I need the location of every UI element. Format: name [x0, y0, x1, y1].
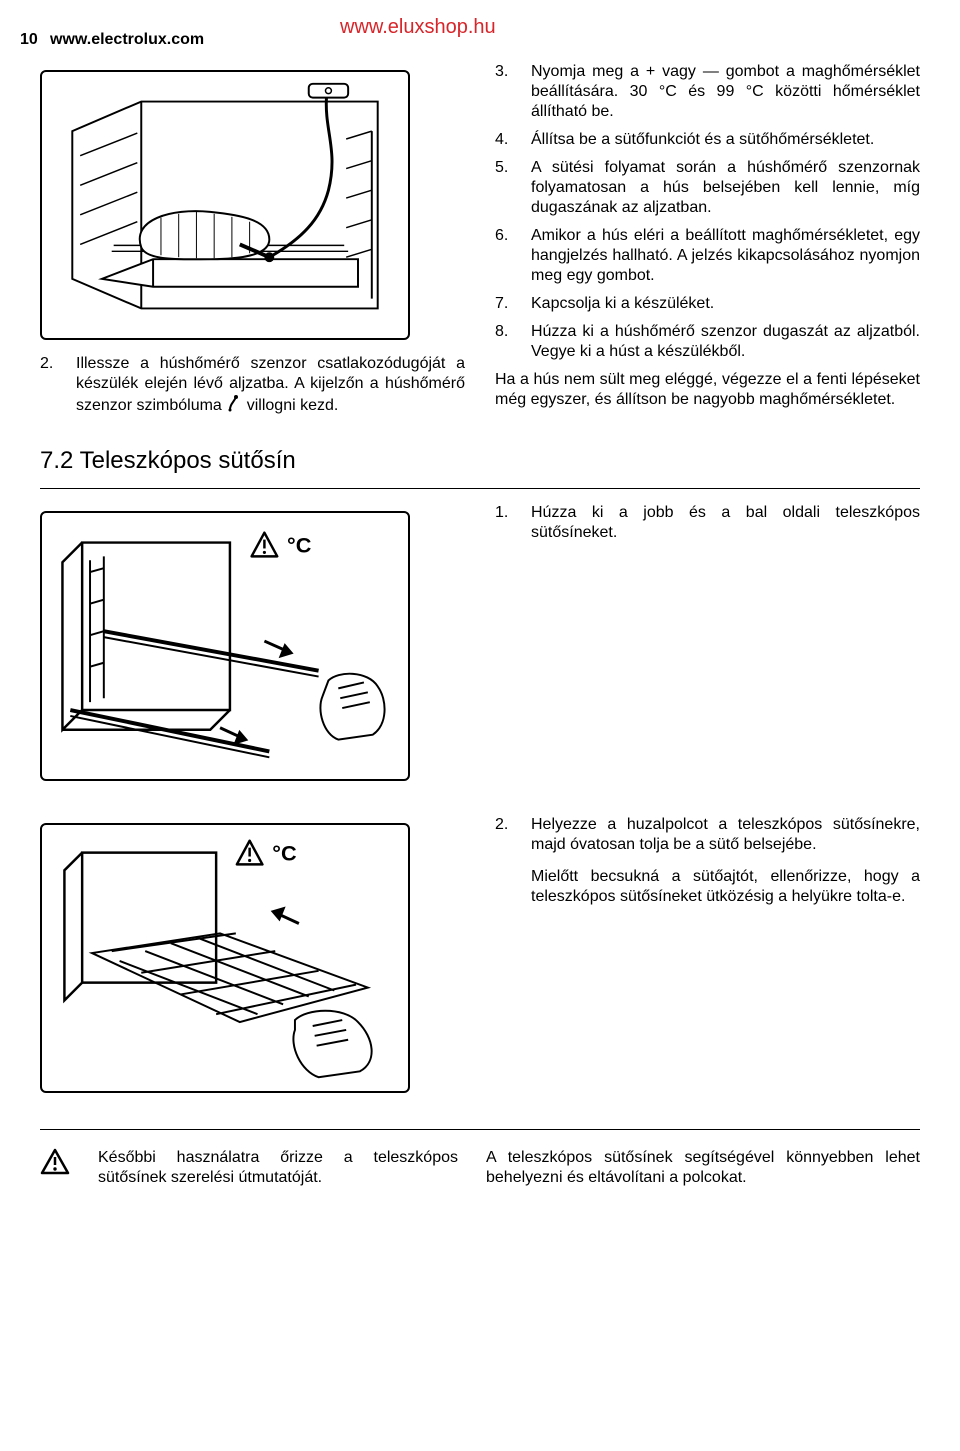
after-steps-note: Ha a hús nem sült meg eléggé, végezze el…: [495, 370, 920, 410]
step-4: 4. Állítsa be a sütőfunkciót és a sütőhő…: [495, 130, 920, 150]
step-num: 4.: [495, 130, 517, 150]
step-2: 2. Illessze a húshőmérő szenzor csatlako…: [40, 354, 465, 418]
tele-left-col: °C: [40, 503, 465, 795]
tele-right-col-2: 2. Helyezze a huzalpolcot a teleszkópos …: [495, 815, 920, 1107]
step-2-text: Illessze a húshőmérő szenzor csatlakozód…: [76, 354, 465, 418]
step-2-text-b: villogni kezd.: [247, 397, 339, 414]
eluxshop-link[interactable]: www.eluxshop.hu: [340, 15, 496, 40]
step-2-number: 2.: [40, 354, 62, 418]
step-num: 1.: [495, 503, 517, 543]
tele-left-col-2: °C: [40, 815, 465, 1107]
step-7: 7. Kapcsolja ki a készüléket.: [495, 294, 920, 314]
bottom-note-row: Későbbi használatra őrizze a teleszkópos…: [40, 1148, 920, 1188]
bottom-rule: [40, 1129, 920, 1130]
tele-step-2-text-b: Mielőtt becsukná a sütőajtót, ellenőrizz…: [531, 867, 920, 907]
step-text: Helyezze a huzalpolcot a teleszkópos süt…: [531, 815, 920, 907]
step-8: 8. Húzza ki a húshőmérő szenzor dugaszát…: [495, 322, 920, 362]
tele-step-2-text-a: Helyezze a huzalpolcot a teleszkópos süt…: [531, 815, 920, 855]
step-num: 7.: [495, 294, 517, 314]
tele-step-2: 2. Helyezze a huzalpolcot a teleszkópos …: [495, 815, 920, 907]
step-3: 3. Nyomja meg a + vagy — gombot a maghőm…: [495, 62, 920, 122]
step-num: 8.: [495, 322, 517, 362]
step-text: Húzza ki a húshőmérő szenzor dugaszát az…: [531, 322, 920, 362]
left-column: 2. Illessze a húshőmérő szenzor csatlako…: [40, 62, 465, 426]
step-text: Húzza ki a jobb és a bal oldali teleszkó…: [531, 503, 920, 543]
tele-step-1: 1. Húzza ki a jobb és a bal oldali teles…: [495, 503, 920, 543]
step-num: 2.: [495, 815, 517, 907]
svg-text:°C: °C: [287, 532, 312, 557]
step-num: 5.: [495, 158, 517, 218]
step-text: Amikor a hús eléri a beállított maghőmér…: [531, 226, 920, 286]
figure-telescopic-pushin: °C: [40, 823, 410, 1093]
figure-oven-meat-probe: [40, 70, 410, 340]
bottom-note-left: Későbbi használatra őrizze a teleszkópos…: [98, 1148, 458, 1188]
bottom-note-right: A teleszkópos sütősínek segítségével kön…: [486, 1148, 920, 1188]
right-column: 3. Nyomja meg a + vagy — gombot a maghőm…: [495, 62, 920, 426]
step-num: 3.: [495, 62, 517, 122]
svg-text:°C: °C: [272, 840, 297, 865]
section-rule: [40, 488, 920, 489]
tele-right-col-1: 1. Húzza ki a jobb és a bal oldali teles…: [495, 503, 920, 795]
step-text: A sütési folyamat során a húshőmérő szen…: [531, 158, 920, 218]
step-text: Állítsa be a sütőfunkciót és a sütőhőmér…: [531, 130, 920, 150]
step-text: Kapcsolja ki a készüléket.: [531, 294, 920, 314]
page-number: 10: [20, 30, 38, 50]
page-header: 10 www.electrolux.com www.eluxshop.hu: [40, 20, 920, 62]
meat-probe-icon: [226, 394, 242, 418]
step-text: Nyomja meg a + vagy — gombot a maghőmérs…: [531, 62, 920, 122]
step-num: 6.: [495, 226, 517, 286]
site-url: www.electrolux.com: [50, 30, 204, 50]
warning-icon: [40, 1148, 70, 1182]
step-6: 6. Amikor a hús eléri a beállított maghő…: [495, 226, 920, 286]
section-7-2-title: 7.2 Teleszkópos sütősín: [40, 446, 920, 476]
step-5: 5. A sütési folyamat során a húshőmérő s…: [495, 158, 920, 218]
figure-telescopic-pullout: °C: [40, 511, 410, 781]
